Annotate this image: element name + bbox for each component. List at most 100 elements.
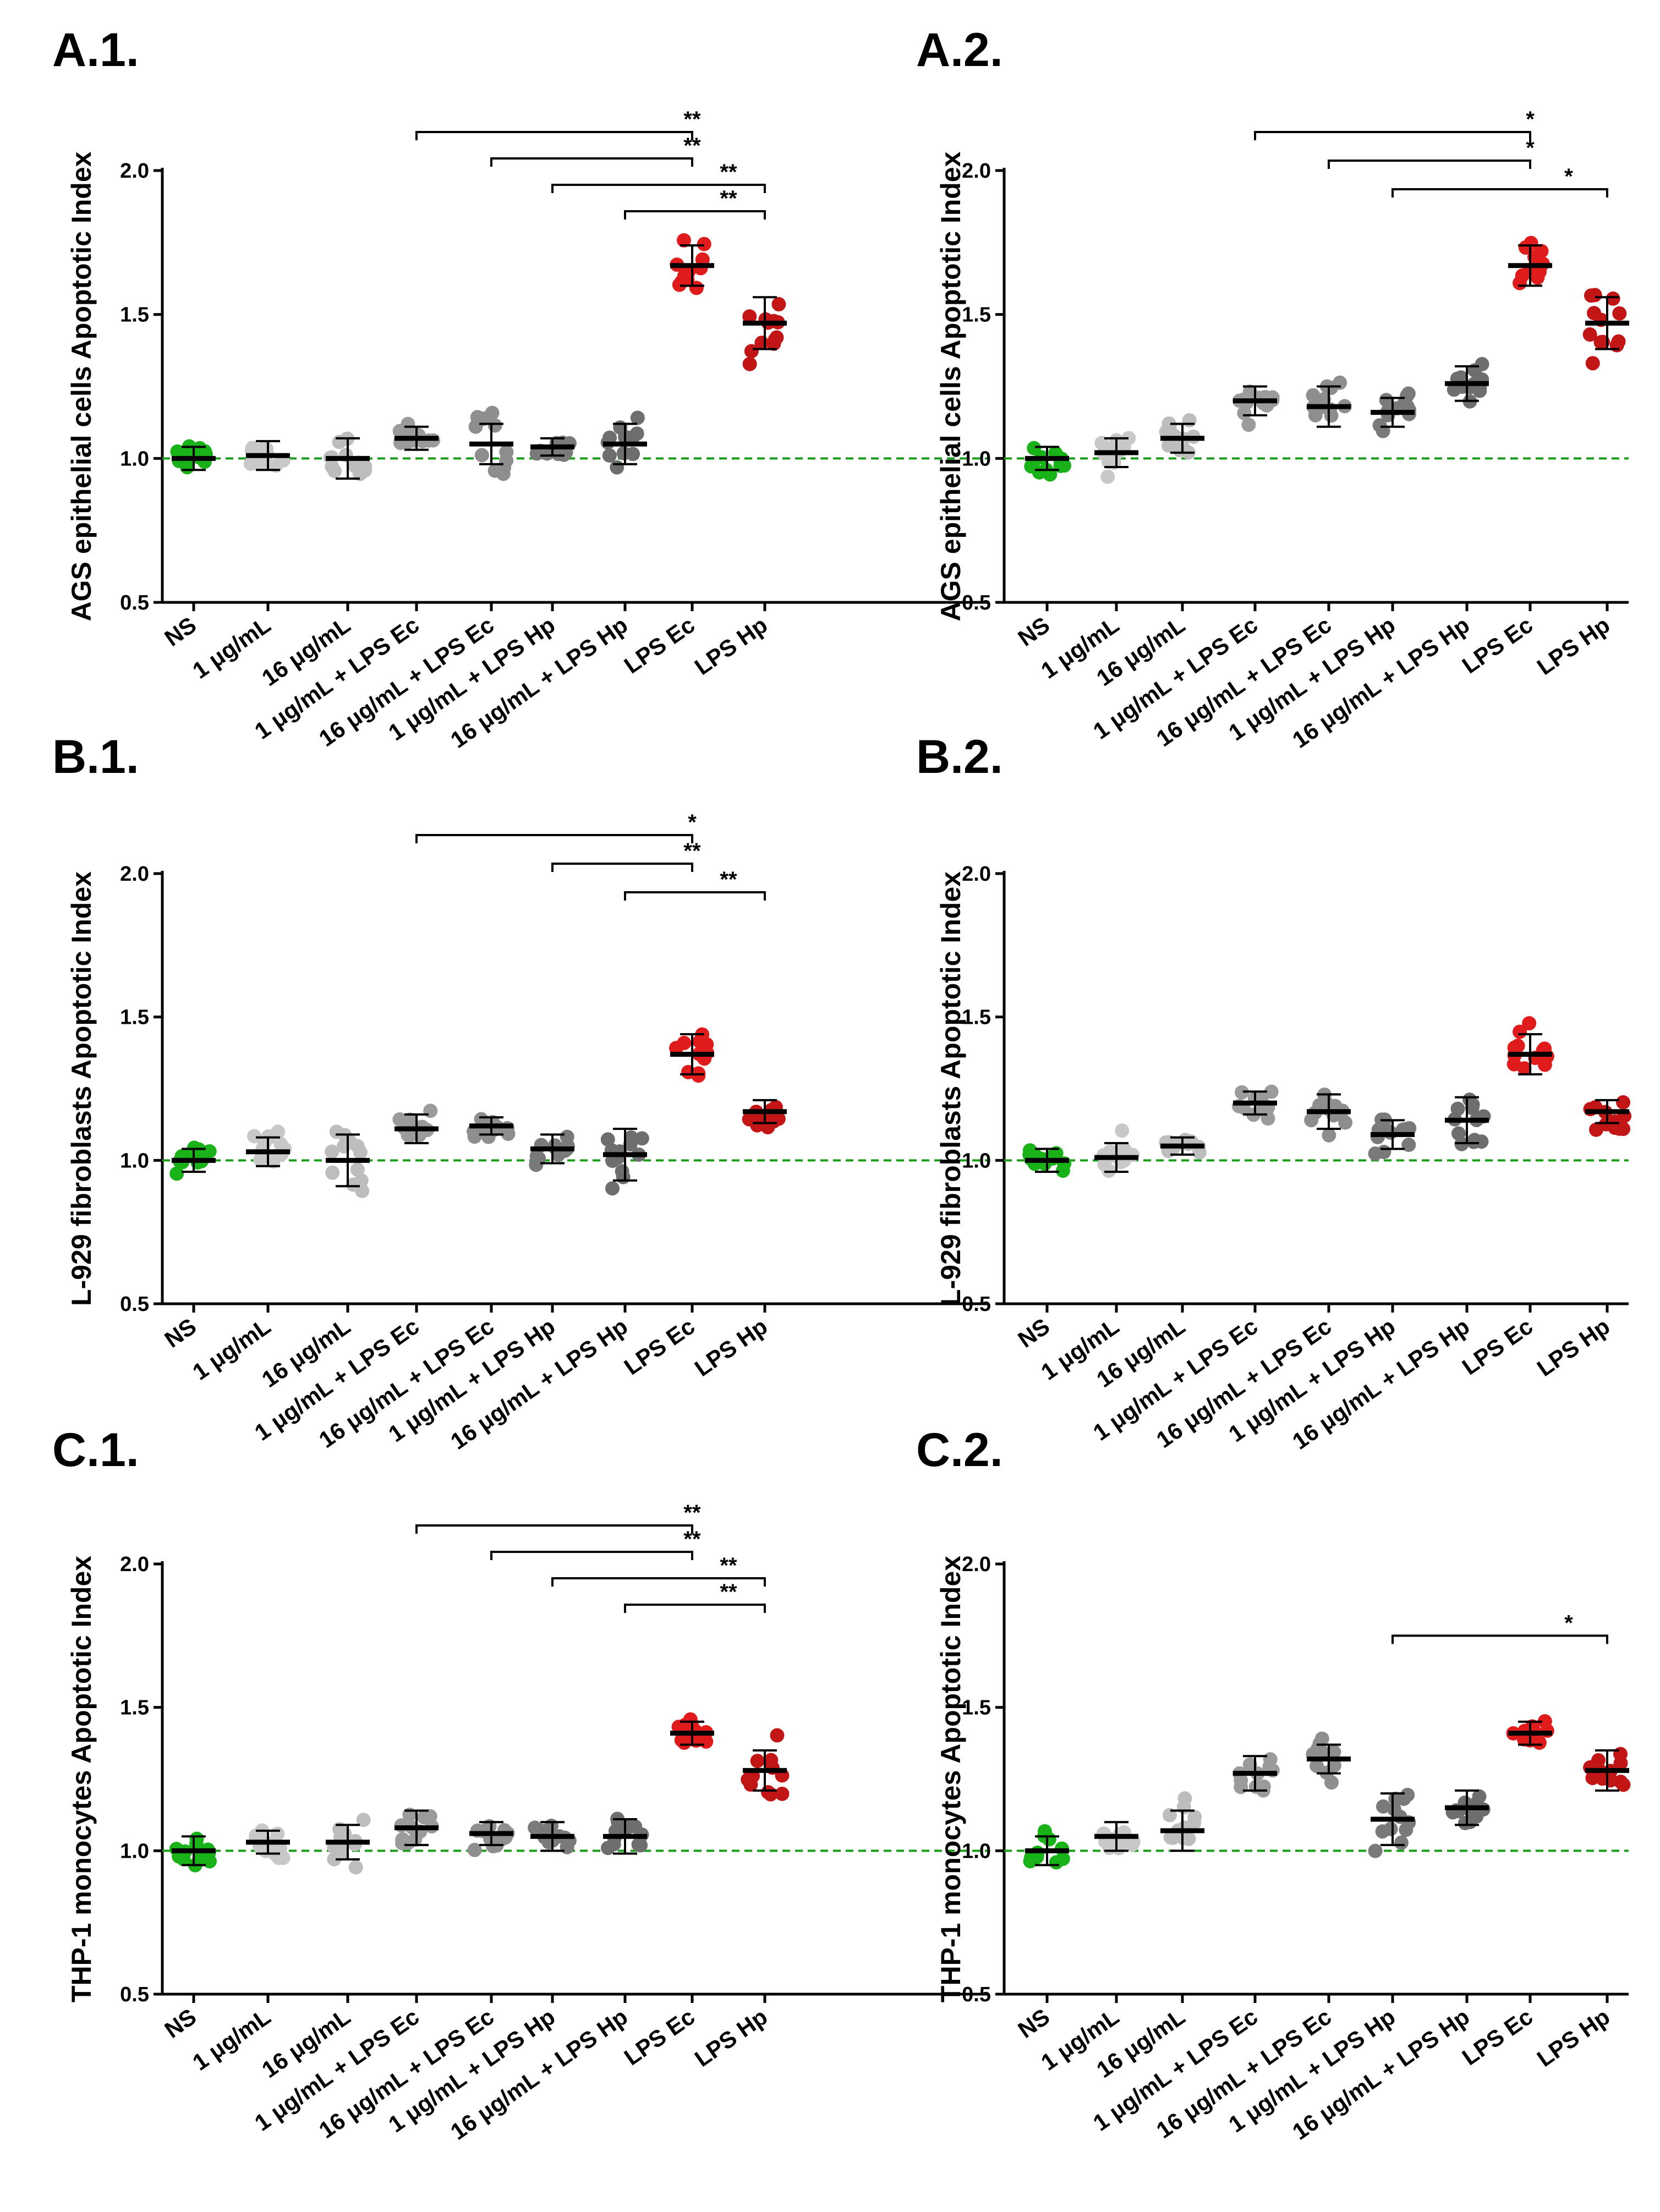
data-point [1170, 437, 1185, 452]
data-point [1338, 1115, 1353, 1130]
data-point [245, 441, 260, 455]
data-point [1241, 418, 1256, 432]
data-point [325, 459, 339, 474]
data-point [1368, 1146, 1383, 1161]
significance-label: ** [720, 186, 737, 211]
data-point [1376, 1799, 1390, 1814]
data-point [1182, 413, 1197, 428]
y-tick-label: 2.0 [120, 1553, 149, 1576]
data-point [1264, 1084, 1279, 1099]
data-point [1583, 1102, 1598, 1117]
y-tick-label: 0.5 [120, 591, 149, 614]
data-point [628, 1819, 643, 1834]
y-tick-label: 1.5 [962, 1697, 991, 1720]
data-point [1049, 1855, 1064, 1870]
data-point [1612, 1121, 1627, 1136]
data-point [467, 1129, 482, 1144]
data-point [1235, 1085, 1250, 1100]
y-axis-label: AGS epithelial cells Apoptotic Index [66, 151, 97, 621]
y-tick-label: 0.5 [120, 1293, 149, 1316]
data-point [697, 237, 711, 251]
data-point [750, 1754, 765, 1769]
data-point [1606, 291, 1620, 306]
data-point [764, 1753, 779, 1768]
data-point [1234, 1773, 1248, 1788]
panel-label: C.1. [52, 1424, 139, 1477]
data-point [742, 356, 757, 371]
data-point [1327, 1758, 1341, 1773]
data-point [1162, 416, 1176, 431]
significance-bracket [1254, 131, 1531, 140]
x-category-label: NS [1013, 1313, 1054, 1353]
data-point [325, 1144, 339, 1159]
significance-label: * [1564, 1611, 1573, 1635]
x-category-label: LPS Ec [620, 1313, 700, 1380]
significance-label: ** [683, 839, 701, 863]
significance-label: ** [720, 160, 737, 184]
y-tick-label: 1.5 [962, 1006, 991, 1029]
significance-bracket [551, 1577, 766, 1587]
data-point [1176, 1800, 1191, 1815]
panel-b2: B.2. L-929 fibroblasts Apoptotic Index0.5… [916, 731, 1632, 1454]
data-point [1375, 1824, 1390, 1839]
data-point [610, 460, 624, 475]
data-point [1102, 1163, 1116, 1178]
data-point [1475, 356, 1489, 371]
data-point [677, 1735, 692, 1750]
data-point [770, 1728, 785, 1743]
x-category-label: LPS Hp [1532, 1313, 1614, 1381]
y-tick-label: 0.5 [962, 1983, 991, 2006]
x-category-label: NS [160, 612, 201, 651]
data-point [600, 1132, 615, 1147]
x-category-label: LPS Ec [1458, 1313, 1538, 1380]
y-tick-label: 1.5 [120, 304, 149, 327]
data-point [602, 448, 617, 463]
data-point [741, 1772, 755, 1787]
data-point [616, 1170, 631, 1184]
x-category-label: LPS Hp [1532, 612, 1614, 680]
significance-bracket [1391, 1634, 1608, 1644]
x-category-label: LPS Ec [620, 612, 700, 679]
data-point [1612, 306, 1627, 321]
y-tick-label: 1.0 [120, 1840, 149, 1863]
data-point [744, 344, 759, 359]
data-point [348, 1860, 363, 1875]
data-point [202, 1854, 217, 1869]
y-tick-label: 1.0 [962, 1840, 991, 1863]
x-category-label: NS [160, 1313, 201, 1353]
data-point [766, 336, 781, 351]
significance-label: * [1564, 164, 1573, 189]
data-point [1513, 276, 1527, 290]
y-tick-label: 0.5 [962, 1293, 991, 1316]
panel-label: A.1. [52, 24, 139, 76]
data-point [356, 1813, 371, 1827]
data-point [1401, 1138, 1416, 1152]
significance-label: ** [720, 1554, 737, 1578]
data-point [1585, 356, 1600, 371]
x-category-label: LPS Hp [690, 2004, 772, 2072]
data-point [271, 1124, 286, 1139]
significance-label: ** [683, 107, 701, 131]
data-point [325, 1165, 340, 1180]
data-point [1322, 1128, 1336, 1143]
data-point [529, 1157, 544, 1172]
data-point [1100, 469, 1115, 484]
data-point [771, 297, 786, 312]
panel-label: B.1. [52, 731, 139, 783]
x-category-label: LPS Ec [1458, 2004, 1538, 2071]
data-point [560, 1129, 574, 1144]
data-point [1616, 1095, 1631, 1110]
data-point [350, 1162, 365, 1177]
significance-bracket [624, 210, 766, 219]
x-category-label: LPS Ec [620, 2004, 700, 2071]
data-point [1611, 334, 1626, 349]
data-point [1467, 1133, 1482, 1148]
data-point [1517, 1061, 1532, 1076]
data-point [355, 1183, 370, 1198]
data-point [1585, 1770, 1600, 1785]
data-point [1507, 1040, 1522, 1055]
data-point [1101, 454, 1116, 469]
significance-label: ** [720, 868, 737, 892]
y-tick-label: 1.0 [962, 1149, 991, 1172]
